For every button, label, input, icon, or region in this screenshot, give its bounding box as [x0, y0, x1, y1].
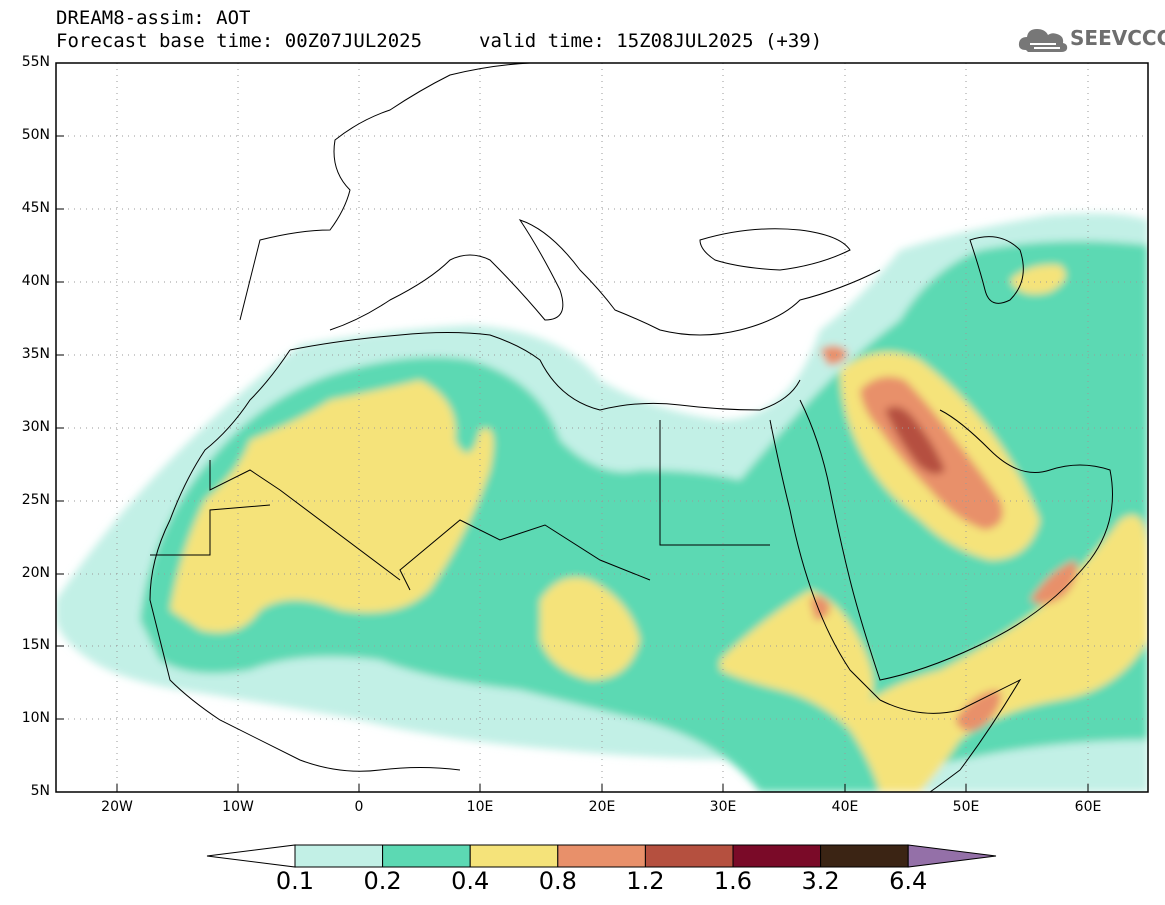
coast-europe-atlantic	[239, 63, 531, 321]
border-africa-1	[399, 519, 651, 591]
aot-band-0.8-redsea	[810, 596, 830, 620]
coast-mediterranean-north	[329, 219, 881, 336]
coast-north-africa	[289, 332, 801, 411]
seevccc-logo: SEEVCCC	[1016, 22, 1165, 58]
lat-label: 20N	[21, 565, 50, 581]
colorbar-label: 1.2	[626, 867, 665, 895]
colorbar-arrow-low	[206, 844, 296, 868]
lon-label: 10W	[222, 799, 254, 815]
lat-label: 15N	[21, 637, 50, 653]
lon-label: 30E	[709, 799, 737, 815]
colorbar-label: 0.2	[363, 867, 402, 895]
aot-band-0.8-syria	[820, 345, 848, 365]
logo-text: SEEVCCC	[1070, 26, 1165, 50]
lon-label: 40E	[831, 799, 859, 815]
coast-west-africa	[149, 349, 461, 772]
colorbar	[206, 844, 997, 868]
colorbar-box-0	[294, 844, 384, 868]
lat-label: 25N	[21, 492, 50, 508]
aot-band-1.2	[885, 406, 945, 474]
aot-band-0.8-oman	[1030, 560, 1078, 604]
coast-red-sea	[769, 419, 881, 701]
forecast-base-time: Forecast base time: 00Z07JUL2025	[56, 30, 423, 52]
colorbar-label: 0.4	[451, 867, 490, 895]
axis-ticks	[56, 62, 1089, 793]
colorbar-box-2	[469, 844, 559, 868]
lat-label: 35N	[21, 346, 50, 362]
colorbar-label: 3.2	[801, 867, 840, 895]
coast-caspian	[969, 236, 1024, 304]
lon-label: 10E	[466, 799, 494, 815]
lon-label: 20E	[588, 799, 616, 815]
border-africa-4	[150, 504, 271, 556]
lon-label: 60E	[1074, 799, 1102, 815]
colorbar-box-1	[382, 844, 471, 868]
aot-band-0.4-west	[170, 380, 494, 633]
aot-band-0.4-central	[540, 577, 640, 680]
lat-label: 45N	[21, 200, 50, 216]
lon-label: 0	[354, 799, 364, 815]
graticule	[56, 63, 1148, 792]
colorbar-label: 1.6	[713, 867, 753, 895]
lat-label: 10N	[21, 710, 50, 726]
lat-label: 55N	[21, 54, 50, 70]
colorbar-arrow-high	[907, 844, 997, 868]
colorbar-box-4	[644, 844, 734, 868]
coast-horn-africa	[879, 678, 1022, 792]
lat-label: 40N	[21, 273, 50, 289]
aot-band-0.4-east	[720, 515, 1148, 792]
cloud-icon	[1018, 29, 1068, 52]
lat-label: 30N	[21, 419, 50, 435]
colorbar-label: 0.1	[275, 867, 315, 895]
aot-field	[56, 63, 1148, 792]
lon-label: 20W	[101, 799, 133, 815]
colorbar-box-5	[732, 844, 822, 868]
coastlines	[149, 63, 1113, 792]
colorbar-label: 0.8	[538, 867, 577, 895]
lat-label: 50N	[21, 127, 50, 143]
aot-band-0.8-somalia	[955, 690, 1001, 732]
lon-label: 50E	[952, 799, 980, 815]
border-africa-2	[659, 420, 770, 546]
coast-black-sea	[699, 228, 851, 271]
valid-time: valid time: 15Z08JUL2025 (+39)	[479, 30, 823, 52]
aot-band-0.4-caspian	[1010, 264, 1066, 295]
colorbar-box-6	[820, 844, 909, 868]
border-africa-3	[209, 460, 401, 581]
map-title: DREAM8-assim: AOT	[56, 7, 251, 29]
colorbar-box-3	[557, 844, 646, 868]
colorbar-label: 6.4	[889, 867, 928, 895]
coast-arabia	[799, 399, 1113, 681]
lat-label: 5N	[30, 783, 50, 799]
